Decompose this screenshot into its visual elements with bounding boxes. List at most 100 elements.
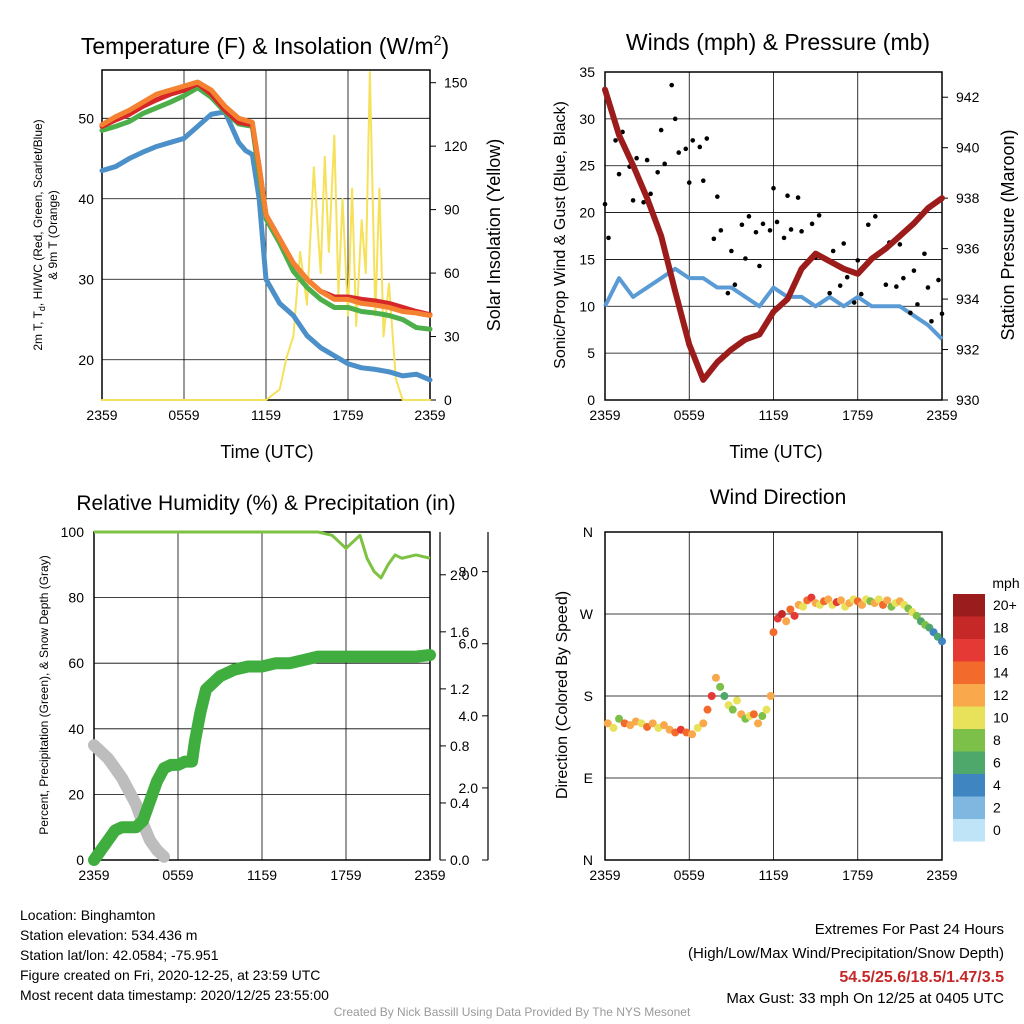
- gust-point: [754, 230, 759, 235]
- direction-point: [699, 719, 707, 727]
- legend-label: 4: [993, 777, 1001, 793]
- gust-point: [701, 178, 706, 183]
- gust-point: [673, 117, 678, 122]
- x-tick-label: 2359: [86, 407, 117, 423]
- gust-point: [617, 172, 622, 177]
- gust-point: [634, 156, 639, 161]
- direction-tick-label: E: [584, 770, 593, 786]
- direction-point: [688, 730, 696, 738]
- x-tick-label: 1159: [758, 867, 788, 883]
- direction-point: [762, 706, 770, 714]
- extremes-values: 54.5/25.6/18.5/1.47/3.5: [688, 966, 1004, 990]
- x-tick-label: 0559: [674, 407, 705, 423]
- gust-point: [687, 180, 692, 185]
- y-tick-label: 0: [587, 392, 595, 408]
- gust-point: [743, 256, 748, 261]
- gust-point: [908, 311, 913, 316]
- y-tick-label: 80: [68, 590, 84, 606]
- y-tick-label: 40: [78, 191, 94, 207]
- direction-point: [767, 692, 775, 700]
- recent-timestamp: Most recent data timestamp: 2020/12/25 2…: [20, 985, 329, 1005]
- gust-point: [894, 284, 899, 289]
- gust-point: [697, 145, 702, 150]
- humidity-ylabel: Percent, Precipitation (Green), & Snow D…: [37, 555, 51, 834]
- gust-point: [733, 282, 738, 287]
- x-tick-label: 1159: [758, 407, 788, 423]
- temperature-title: Temperature (F) & Insolation (W/m2): [81, 32, 449, 59]
- y-right-tick-label: 940: [956, 140, 980, 156]
- gust-point: [603, 202, 608, 207]
- x-tick-label: 1759: [842, 867, 873, 883]
- gust-point: [712, 237, 717, 242]
- precip-tick-label: 0.8: [450, 738, 470, 754]
- gust-point: [922, 252, 927, 257]
- y-tick-label: 40: [68, 721, 84, 737]
- y-tick-label: 35: [579, 64, 595, 80]
- y-tick-label: 0: [76, 852, 84, 868]
- legend-swatch: [953, 662, 985, 685]
- x-tick-label: 1759: [842, 407, 873, 423]
- legend-swatch: [953, 819, 985, 842]
- x-tick-label: 1159: [247, 867, 277, 883]
- direction-point: [609, 724, 617, 732]
- legend-label: 16: [993, 642, 1009, 658]
- gust-point: [757, 264, 762, 269]
- gust-point: [866, 222, 871, 227]
- gust-point: [683, 147, 688, 152]
- gust-point: [884, 282, 889, 287]
- legend-label: 12: [993, 687, 1009, 703]
- gust-point: [912, 268, 917, 273]
- pressure-ylabel: Station Pressure (Maroon): [998, 129, 1018, 340]
- legend-label: 0: [993, 822, 1001, 838]
- gust-point: [852, 300, 857, 305]
- gust-point: [936, 278, 941, 283]
- y-tick-label: 10: [579, 298, 595, 314]
- humidity-title: Relative Humidity (%) & Precipitation (i…: [76, 492, 455, 515]
- gust-point: [838, 283, 843, 288]
- snow-tick-label: 2.0: [459, 780, 479, 796]
- gust-point: [898, 242, 903, 247]
- direction-point: [791, 612, 799, 620]
- gust-point: [929, 319, 934, 324]
- station-latlon: Station lat/lon: 42.0584; -75.951: [20, 945, 329, 965]
- winds-title: Winds (mph) & Pressure (mb): [626, 29, 930, 55]
- gust-point: [926, 285, 931, 290]
- gust-point: [676, 150, 681, 155]
- direction-point: [729, 706, 737, 714]
- gust-point: [645, 158, 650, 163]
- x-tick-label: 2359: [589, 867, 620, 883]
- gust-point: [940, 311, 945, 316]
- direction-panel: Wind Direction Direction (Colored By Spe…: [554, 486, 1020, 799]
- gust-point: [606, 236, 611, 241]
- legend-title: mph: [992, 575, 1019, 591]
- legend-label: 2: [993, 800, 1001, 816]
- gust-point: [775, 220, 780, 225]
- gust-point: [631, 198, 636, 203]
- legend-label: 6: [993, 755, 1001, 771]
- y-tick-label: 30: [579, 111, 595, 127]
- y-right-tick-label: 936: [956, 241, 980, 257]
- direction-point: [712, 674, 720, 682]
- gust-point: [810, 222, 815, 227]
- gust-point: [613, 138, 618, 143]
- station-location: Location: Binghamton: [20, 905, 329, 925]
- x-tick-label: 1159: [251, 407, 281, 423]
- y-right-tick-label: 120: [444, 138, 468, 154]
- y-right-tick-label: 942: [956, 89, 980, 105]
- gust-point: [655, 170, 660, 175]
- extremes-subtitle: (High/Low/Max Wind/Precipitation/Snow De…: [688, 942, 1004, 966]
- direction-point: [708, 692, 716, 700]
- x-tick-label: 2359: [926, 407, 957, 423]
- gust-point: [796, 195, 801, 200]
- temperature-xlabel: Time (UTC): [220, 442, 313, 462]
- gust-point: [817, 213, 822, 218]
- direction-point: [938, 637, 946, 645]
- gust-point: [719, 228, 724, 233]
- y-right-tick-label: 932: [956, 342, 980, 358]
- temperature-ylabel-line1: 2m T, Td, HI/WC (Red, Green, Scarlet/Blu…: [31, 119, 47, 350]
- precip-tick-label: 0.4: [450, 795, 470, 811]
- x-tick-label: 0559: [168, 407, 199, 423]
- figure-created: Figure created on Fri, 2020-12-25, at 23…: [20, 965, 329, 985]
- direction-point: [733, 697, 741, 705]
- gust-point: [726, 291, 731, 296]
